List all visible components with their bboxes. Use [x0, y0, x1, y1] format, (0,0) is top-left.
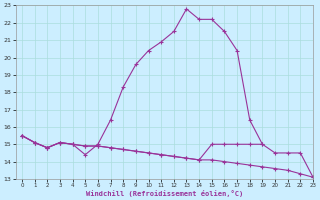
X-axis label: Windchill (Refroidissement éolien,°C): Windchill (Refroidissement éolien,°C) — [86, 190, 243, 197]
